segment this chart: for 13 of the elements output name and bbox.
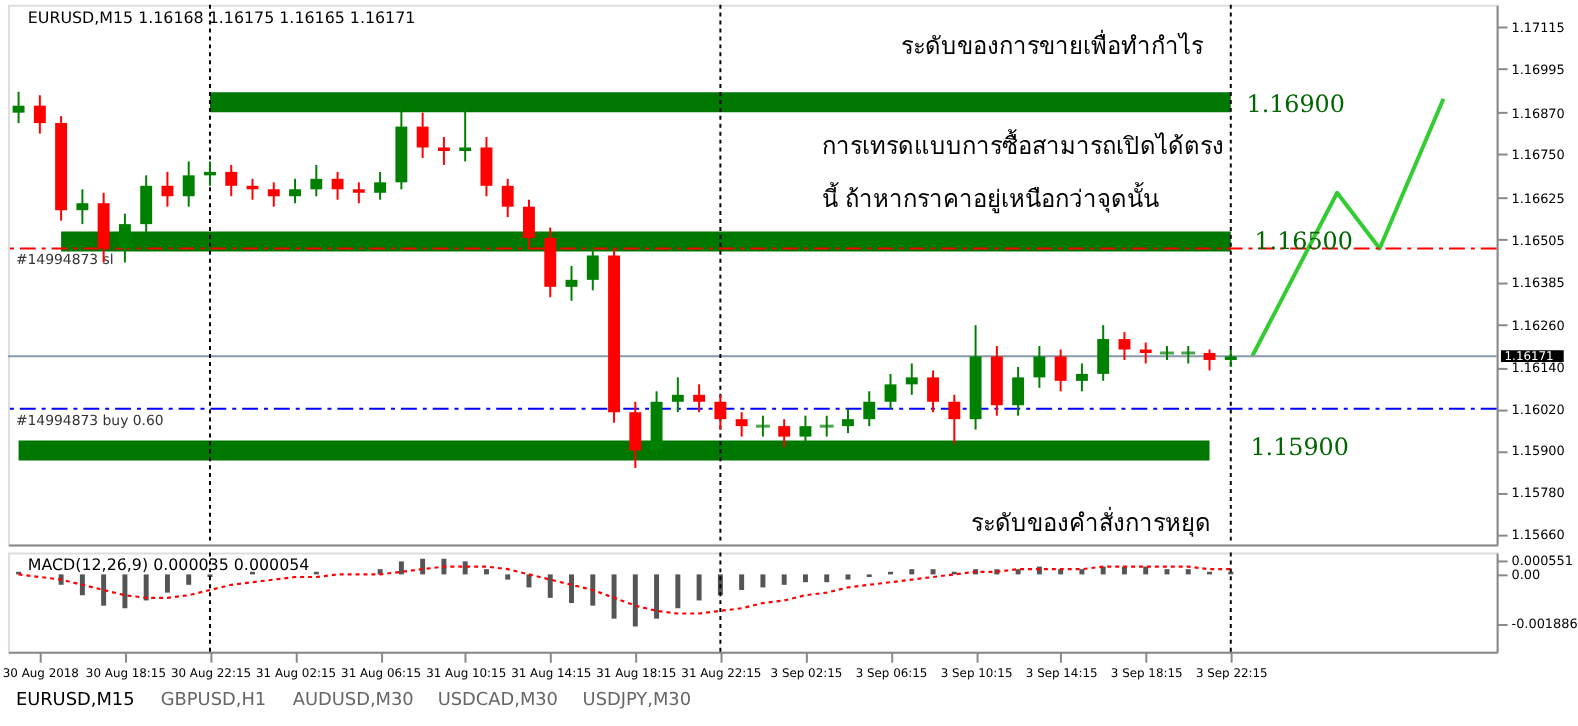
- annotation: ระดับของการขายเพื่อทำกำไร: [901, 30, 1206, 61]
- text: USDCAD,M30: [437, 691, 559, 712]
- annotation: 1.15900: [1250, 433, 1349, 462]
- text: AUDUSD,M30: [292, 691, 415, 712]
- annotation: 1.16900: [1246, 89, 1345, 118]
- annotation: การเทรดแบบการซื้อสามารถเปิดได้ตรง: [821, 127, 1224, 160]
- text: EURUSD,M15: [15, 691, 135, 712]
- text: GBPUSD,H1: [160, 691, 267, 712]
- annotation: ระดับของคำสั่งการหยุด: [970, 506, 1211, 537]
- annotation: นี้ ถ้าหากราคาอยู่เหนือกว่าจุดนั้น: [821, 181, 1160, 216]
- chart-title: EURUSD,M15 1.16168 1.16175 1.16165 1.16171: [27, 8, 416, 27]
- chart-title: MACD(12,26,9) 0.000035 0.000054: [27, 556, 310, 575]
- text: USDJPY,M30: [582, 691, 692, 712]
